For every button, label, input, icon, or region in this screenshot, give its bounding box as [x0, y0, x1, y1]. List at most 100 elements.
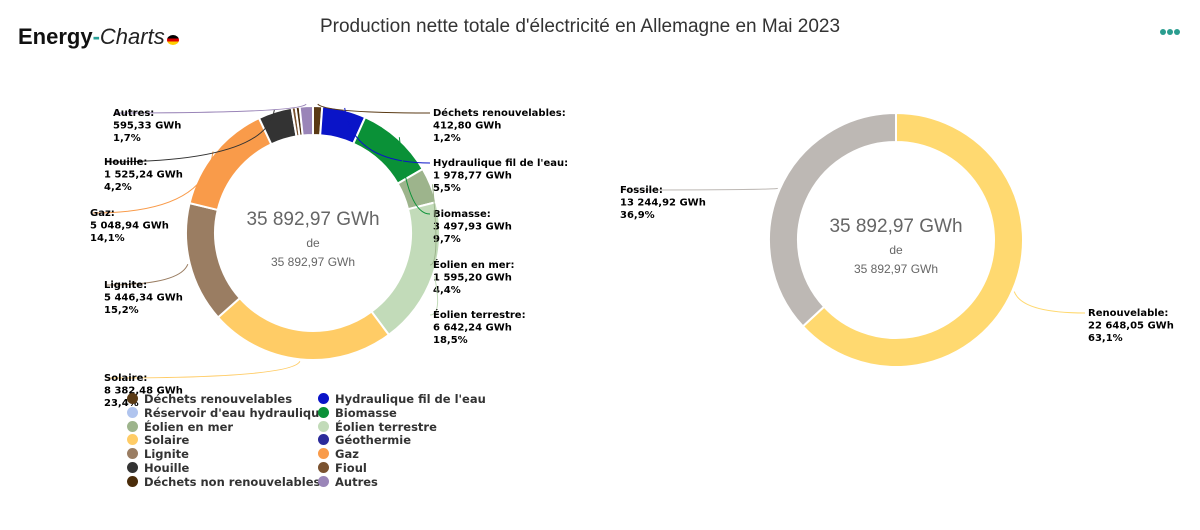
legend-item-reservoir-d-eau-hydraulique[interactable]: Réservoir d'eau hydraulique — [127, 406, 327, 420]
energy-charts-logo[interactable]: Energy-Charts — [18, 24, 179, 50]
legend-marker-icon — [127, 448, 138, 460]
legend-item-label: Déchets renouvelables — [144, 392, 293, 406]
donut1-slice-lignite[interactable] — [185, 201, 242, 319]
legend-item-fioul[interactable]: Fioul — [318, 461, 367, 475]
donut1-label-eolien-en-mer-name: Éolien en mer: — [433, 258, 514, 271]
donut1-label-eolien-terrestre-pct: 18,5% — [433, 335, 468, 346]
donut1-connector-lignite — [106, 264, 189, 286]
logo-dash-text: - — [92, 24, 100, 49]
legend-item-eolien-terrestre[interactable]: Éolien terrestre — [318, 420, 437, 434]
legend-item-solaire[interactable]: Solaire — [127, 433, 189, 447]
donut2-label-renouvelable-name: Renouvelable: — [1088, 308, 1168, 319]
legend-item-label: Déchets non renouvelables — [144, 474, 321, 489]
legend-item-biomasse[interactable]: Biomasse — [318, 406, 397, 420]
legend-item-autres[interactable]: Autres — [318, 475, 378, 489]
legend-item-gaz[interactable]: Gaz — [318, 447, 359, 461]
donut1-slice-gaz[interactable] — [188, 116, 273, 212]
donut1-label-solaire-pct: 23,4% — [104, 398, 139, 409]
donut1-label-solaire-gwh: 8 382,48 GWh — [104, 386, 183, 397]
donut1-label-lignite-gwh: 5 446,34 GWh — [104, 293, 183, 304]
donut1-label-biomasse-gwh: 3 497,93 GWh — [433, 222, 512, 233]
donut1-label-eolien-terrestre-name: Éolien terrestre: — [433, 308, 526, 321]
donut1-label-gaz-pct: 14,1% — [90, 233, 125, 244]
donut1-center-total: 35 892,97 GWh — [271, 255, 355, 269]
legend-marker-icon — [318, 420, 329, 432]
donut2-center-value: 35 892,97 GWh — [829, 216, 962, 237]
donut1-connector-gaz — [92, 151, 214, 214]
donut1-label-biomasse-pct: 9,7% — [433, 234, 461, 245]
donut1-label-dechets-renouvelables-name: Déchets renouvelables: — [433, 107, 566, 119]
donut1-label-autres-pct: 1,7% — [113, 133, 141, 144]
donut1-slice-solaire[interactable] — [216, 296, 391, 361]
legend-marker-icon — [127, 393, 138, 404]
donut2-connector-fossile — [622, 187, 778, 191]
donut1-label-biomasse-name: Biomasse: — [433, 209, 491, 220]
legend-item-dechets-non-renouvelables[interactable]: Déchets non renouvelables — [127, 475, 320, 489]
legend-item-label: Réservoir d'eau hydraulique — [144, 405, 328, 420]
donut1-slice-eolien-terrestre[interactable] — [370, 200, 441, 337]
more-dots-icon[interactable] — [1160, 20, 1184, 36]
legend-marker-icon — [318, 434, 329, 446]
donut1-label-eolien-en-mer-gwh: 1 595,20 GWh — [433, 273, 512, 284]
donut1-label-hydraulique-fil-de-l-eau-gwh: 1 978,77 GWh — [433, 171, 512, 182]
donut1-connector-hydraulique-fil-de-l-eau — [344, 107, 431, 164]
donut1-label-dechets-renouvelables-pct: 1,2% — [433, 133, 461, 144]
donut1-label-autres-gwh: 595,33 GWh — [113, 121, 181, 132]
donut1-connector-houille — [106, 109, 275, 163]
legend-item-label: Lignite — [144, 447, 189, 462]
legend-marker-icon — [127, 420, 138, 432]
legend-item-dechets-renouvelables[interactable]: Déchets renouvelables — [127, 392, 292, 406]
donut1-label-gaz-gwh: 5 048,94 GWh — [90, 221, 169, 232]
donut2-center-total: 35 892,97 GWh — [854, 262, 938, 276]
donut1-connector-solaire — [106, 361, 301, 379]
donut1-label-houille-pct: 4,2% — [104, 182, 132, 193]
legend-item-geothermie[interactable]: Géothermie — [318, 433, 411, 447]
donut1-label-lignite-name: Lignite: — [104, 280, 147, 291]
donut1-label-hydraulique-fil-de-l-eau-pct: 5,5% — [433, 183, 461, 194]
donut2-label-renouvelable-pct: 63,1% — [1088, 333, 1123, 344]
legend-marker-icon — [127, 434, 138, 446]
donut1-label-houille-gwh: 1 525,24 GWh — [104, 170, 183, 181]
donut1-label-houille-name: Houille: — [104, 157, 147, 168]
donut1-connector-eolien-terrestre — [429, 276, 439, 316]
legend-item-label: Fioul — [335, 461, 367, 475]
legend-item-label: Solaire — [144, 433, 190, 448]
legend-item-lignite[interactable]: Lignite — [127, 447, 189, 461]
legend-item-eolien-en-mer[interactable]: Éolien en mer — [127, 420, 233, 434]
donut1-connector-biomasse — [398, 137, 431, 215]
donut2-connector-renouvelable — [1013, 291, 1086, 314]
legend-item-label: Éolien en mer — [144, 419, 234, 434]
donut1-connector-autres — [115, 103, 307, 114]
legend-item-label: Gaz — [335, 447, 359, 462]
legend-item-label: Biomasse — [335, 405, 397, 420]
legend-item-label: Hydraulique fil de l'eau — [335, 392, 486, 406]
donut2-slice-renouvelable[interactable] — [801, 111, 1024, 368]
legend-marker-icon — [318, 448, 329, 460]
donut1-label-lignite-pct: 15,2% — [104, 305, 139, 316]
legend-item-label: Autres — [335, 474, 378, 489]
donut2-label-renouvelable-gwh: 22 648,05 GWh — [1088, 321, 1174, 332]
donut1-center-value: 35 892,97 GWh — [246, 209, 379, 230]
legend-marker-icon — [318, 462, 329, 473]
donut1-label-eolien-en-mer-pct: 4,4% — [433, 285, 461, 296]
donut1-connector-eolien-en-mer — [429, 184, 437, 266]
donut1-label-dechets-renouvelables-gwh: 412,80 GWh — [433, 121, 501, 132]
donut1-label-solaire-name: Solaire: — [104, 373, 147, 384]
donut1-slice-biomasse[interactable] — [351, 115, 425, 185]
donut1-label-gaz-name: Gaz: — [90, 208, 115, 219]
donut1-center-de: de — [306, 236, 320, 250]
donut1-label-autres-name: Autres: — [113, 108, 154, 119]
donut2-label-fossile-name: Fossile: — [620, 185, 663, 196]
legend-marker-icon — [318, 406, 329, 418]
donut2-label-fossile-gwh: 13 244,92 GWh — [620, 198, 706, 209]
donut2-slice-fossile[interactable] — [768, 111, 897, 328]
legend-item-label: Géothermie — [335, 433, 412, 448]
legend-marker-icon — [318, 393, 329, 404]
legend-marker-icon — [127, 462, 138, 473]
legend-marker-icon — [127, 406, 138, 418]
legend-item-hydraulique-fil-de-l-eau[interactable]: Hydraulique fil de l'eau — [318, 392, 486, 406]
donut1-slice-autres[interactable] — [298, 104, 314, 137]
donut2-label-fossile-pct: 36,9% — [620, 210, 655, 221]
legend-item-houille[interactable]: Houille — [127, 461, 189, 475]
